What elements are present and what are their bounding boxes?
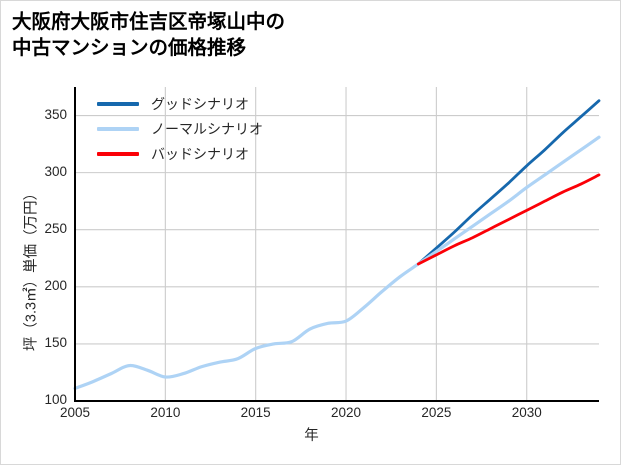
x-tick-label: 2030	[511, 405, 542, 420]
legend-color-swatch	[97, 101, 139, 106]
x-tick-label: 2010	[150, 405, 181, 420]
series-line	[416, 173, 601, 266]
y-tick-label: 350	[44, 106, 67, 122]
series-line	[416, 99, 601, 266]
legend-color-swatch	[97, 151, 139, 156]
y-tick-label: 200	[44, 277, 67, 293]
legend-item-label: バッドシナリオ	[151, 145, 249, 162]
chart-title: 大阪府大阪市住吉区帝塚山中の 中古マンションの価格推移	[12, 11, 286, 59]
legend-item[interactable]: ノーマルシナリオ	[97, 116, 263, 141]
y-tick-label: 300	[44, 163, 67, 179]
legend-item-label: グッドシナリオ	[151, 95, 249, 112]
legend-item-label: ノーマルシナリオ	[151, 120, 263, 137]
legend-item[interactable]: バッドシナリオ	[97, 141, 263, 166]
axis-spines	[74, 87, 599, 402]
chart-legend: グッドシナリオ ノーマルシナリオ バッドシナリオ	[97, 91, 263, 166]
x-tick-label: 2015	[240, 405, 271, 420]
legend-item[interactable]: グッドシナリオ	[97, 91, 263, 116]
x-tick-label: 2020	[331, 405, 362, 420]
y-tick-label: 150	[44, 334, 67, 350]
y-tick-label: 250	[44, 220, 67, 236]
series-line	[73, 135, 601, 391]
x-axis-label: 年	[304, 428, 319, 444]
x-tick-label: 2025	[421, 405, 452, 420]
y-tick-label: 100	[44, 392, 67, 407]
x-tick-label: 2005	[59, 405, 91, 420]
y-axis-label: 坪（3.3㎡）単価（万円）	[23, 185, 40, 352]
legend-color-swatch	[97, 126, 139, 131]
data-series-layer	[73, 99, 601, 391]
